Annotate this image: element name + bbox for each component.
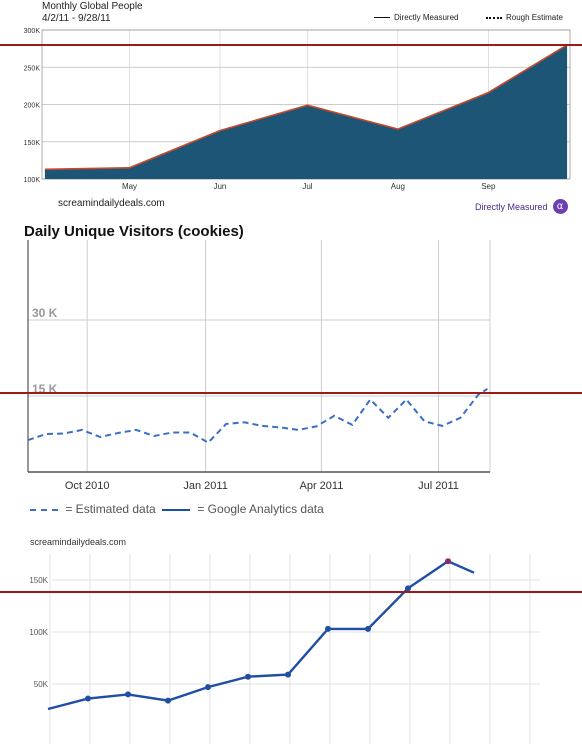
y-tick-label: 100K bbox=[24, 177, 41, 184]
x-tick-label: Jul bbox=[302, 182, 312, 191]
y-tick-label: 150K bbox=[29, 576, 48, 585]
chart2-svg: 30 K15 K Oct 2010 Jan 2011 Apr 2011 Jul 201… bbox=[27, 240, 491, 492]
legend-item-google-analytics[interactable]: = Google Analytics data bbox=[162, 502, 324, 516]
y-tick-label: 250K bbox=[24, 65, 41, 72]
legend-item-directly-measured[interactable]: Directly Measured bbox=[374, 13, 458, 22]
data-point bbox=[445, 558, 451, 565]
y-tick-label: 100K bbox=[29, 628, 48, 637]
directly-measured-badge[interactable]: Directly Measured α bbox=[475, 199, 568, 214]
dotted-line-icon bbox=[486, 16, 502, 19]
chart1-source: screamindailydeals.com bbox=[58, 198, 165, 209]
x-tick-label: Jul 2011 bbox=[418, 480, 459, 492]
data-point bbox=[405, 585, 411, 592]
dashed-line-icon bbox=[30, 508, 58, 511]
solid-line-icon bbox=[374, 17, 390, 18]
series-line bbox=[44, 44, 568, 171]
x-tick-label: Jan 2011 bbox=[183, 480, 227, 492]
y-tick-label: 150K bbox=[24, 140, 41, 147]
data-point bbox=[325, 625, 331, 632]
data-point bbox=[165, 697, 171, 704]
reference-line bbox=[0, 44, 582, 46]
chart1-date-range: 4/2/11 - 9/28/11 bbox=[42, 13, 111, 24]
area-fill bbox=[44, 44, 568, 180]
x-tick-label: Aug bbox=[391, 182, 405, 191]
x-tick-label: Jun bbox=[213, 182, 226, 191]
x-tick-label: Apr 2011 bbox=[300, 480, 344, 492]
estimated-series-line bbox=[27, 388, 488, 444]
x-tick-label: Oct 2010 bbox=[65, 480, 110, 492]
alpha-icon: α bbox=[552, 199, 568, 214]
data-point bbox=[85, 695, 91, 702]
data-point bbox=[245, 673, 251, 680]
x-tick-label: Sep bbox=[481, 182, 496, 191]
chart3-source: screamindailydeals.com bbox=[30, 537, 127, 547]
legend-item-estimated[interactable]: = Estimated data bbox=[30, 502, 156, 516]
chart1-svg: 300K 250K 200K 150K 100K May Jun Jul Aug Sep bbox=[24, 28, 571, 191]
legend-label: Rough Estimate bbox=[506, 13, 563, 22]
data-point bbox=[205, 684, 211, 691]
y-tick-label: 300K bbox=[24, 28, 41, 35]
data-point bbox=[365, 625, 371, 632]
x-tick-label: May bbox=[122, 182, 137, 191]
y-tick-label: 200K bbox=[24, 103, 41, 110]
reference-line bbox=[0, 591, 582, 593]
chart1-title: Monthly Global People bbox=[42, 1, 143, 12]
chart3-svg: 150K 100K 50K bbox=[29, 554, 540, 744]
data-point bbox=[285, 671, 291, 678]
solid-line-icon bbox=[162, 508, 190, 511]
y-tick-label: 50K bbox=[34, 680, 49, 689]
legend-label: Directly Measured bbox=[394, 13, 459, 22]
badge-label: Directly Measured bbox=[475, 201, 548, 212]
reference-line bbox=[0, 392, 582, 394]
legend-label: = Estimated data bbox=[65, 502, 156, 516]
legend-label: = Google Analytics data bbox=[197, 502, 324, 516]
y-tick-label: 30 K bbox=[32, 306, 58, 320]
legend-item-rough-estimate[interactable]: Rough Estimate bbox=[486, 13, 563, 22]
series-line bbox=[47, 559, 475, 711]
data-point bbox=[125, 691, 131, 698]
chart2-title: Daily Unique Visitors (cookies) bbox=[24, 223, 244, 240]
